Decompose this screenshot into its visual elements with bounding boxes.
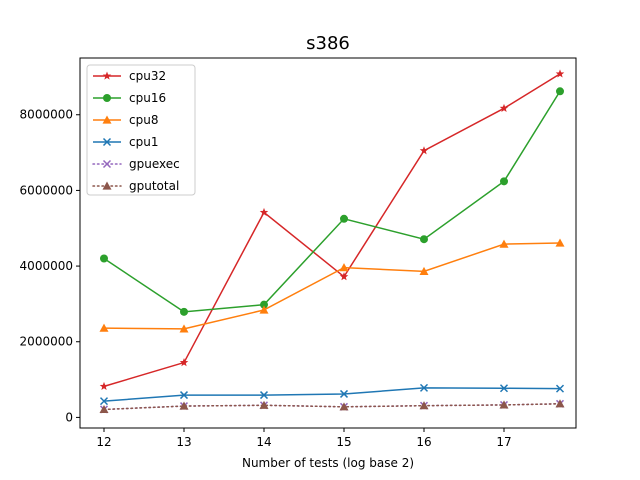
x-tick-label: 15 <box>336 435 351 449</box>
data-point <box>555 238 565 247</box>
data-point <box>259 305 269 314</box>
y-tick-label: 6000000 <box>20 183 73 197</box>
series-layer <box>99 69 565 414</box>
data-point <box>556 87 564 96</box>
data-point <box>339 402 349 411</box>
data-point <box>102 137 112 147</box>
data-point <box>179 324 189 333</box>
legend-item-gputotal: gputotal <box>92 179 179 193</box>
data-point <box>419 146 429 155</box>
data-point <box>179 401 189 410</box>
legend-item-cpu32: cpu32 <box>93 69 166 83</box>
data-point <box>419 401 429 410</box>
legend-label: cpu16 <box>129 91 166 105</box>
legend-item-cpu8: cpu8 <box>93 113 158 127</box>
series-cpu1 <box>99 383 565 406</box>
data-point <box>99 381 109 391</box>
data-point <box>499 239 509 248</box>
data-point <box>99 397 109 406</box>
series-cpu32 <box>99 69 565 391</box>
data-point <box>555 69 565 78</box>
data-point <box>555 399 565 408</box>
x-axis-label: Number of tests (log base 2) <box>242 456 414 470</box>
y-tick-label: 0 <box>65 410 73 424</box>
data-point <box>419 383 429 392</box>
data-point <box>180 307 188 316</box>
data-point <box>499 103 509 112</box>
data-point <box>102 159 112 169</box>
legend-label: gpuexec <box>129 157 180 171</box>
series-gputotal <box>99 399 565 414</box>
y-tick-label: 4000000 <box>20 259 73 273</box>
chart-title: s386 <box>306 33 350 54</box>
legend-label: cpu1 <box>129 135 158 149</box>
legend: cpu32 cpu16 cpu8 cpu1 gpuexec gputotal <box>86 64 196 196</box>
data-point <box>499 384 509 393</box>
data-point <box>339 272 349 281</box>
legend-label: gputotal <box>129 179 179 193</box>
legend-frame <box>86 64 196 196</box>
x-tick-label: 17 <box>496 435 511 449</box>
data-point <box>100 254 108 263</box>
y-tick-label: 2000000 <box>20 335 73 349</box>
data-point <box>259 207 269 216</box>
data-point <box>259 391 269 400</box>
data-point <box>420 235 428 244</box>
data-point <box>179 391 189 400</box>
x-tick-label: 14 <box>256 435 271 449</box>
data-point <box>260 300 268 309</box>
data-point <box>339 389 349 398</box>
data-point <box>99 323 109 332</box>
data-point <box>259 400 269 409</box>
y-tick-label: 8000000 <box>20 108 73 122</box>
series-cpu8 <box>99 238 565 333</box>
legend-item-cpu1: cpu1 <box>93 135 158 149</box>
legend-item-gpuexec: gpuexec <box>92 157 180 171</box>
data-point <box>340 214 348 223</box>
data-point <box>555 384 565 393</box>
data-point <box>102 71 112 80</box>
data-point <box>102 115 112 124</box>
data-point <box>102 181 112 190</box>
legend-label: cpu32 <box>129 69 166 83</box>
data-point <box>339 263 349 272</box>
data-point <box>103 94 111 102</box>
legend-item-cpu16: cpu16 <box>93 91 166 105</box>
data-point <box>500 177 508 186</box>
legend-label: cpu8 <box>129 113 158 127</box>
data-point <box>419 266 429 275</box>
data-point <box>99 404 109 414</box>
data-point <box>179 358 189 367</box>
data-point <box>499 400 509 409</box>
x-tick-label: 13 <box>176 435 191 449</box>
plot-area <box>79 57 577 429</box>
x-tick-label: 16 <box>416 435 431 449</box>
axis-ticks: 12 13 14 15 16 17 0 2000000 4000000 6000000 800000… <box>20 108 512 449</box>
x-tick-label: 12 <box>96 435 111 449</box>
series-cpu16 <box>100 87 564 316</box>
